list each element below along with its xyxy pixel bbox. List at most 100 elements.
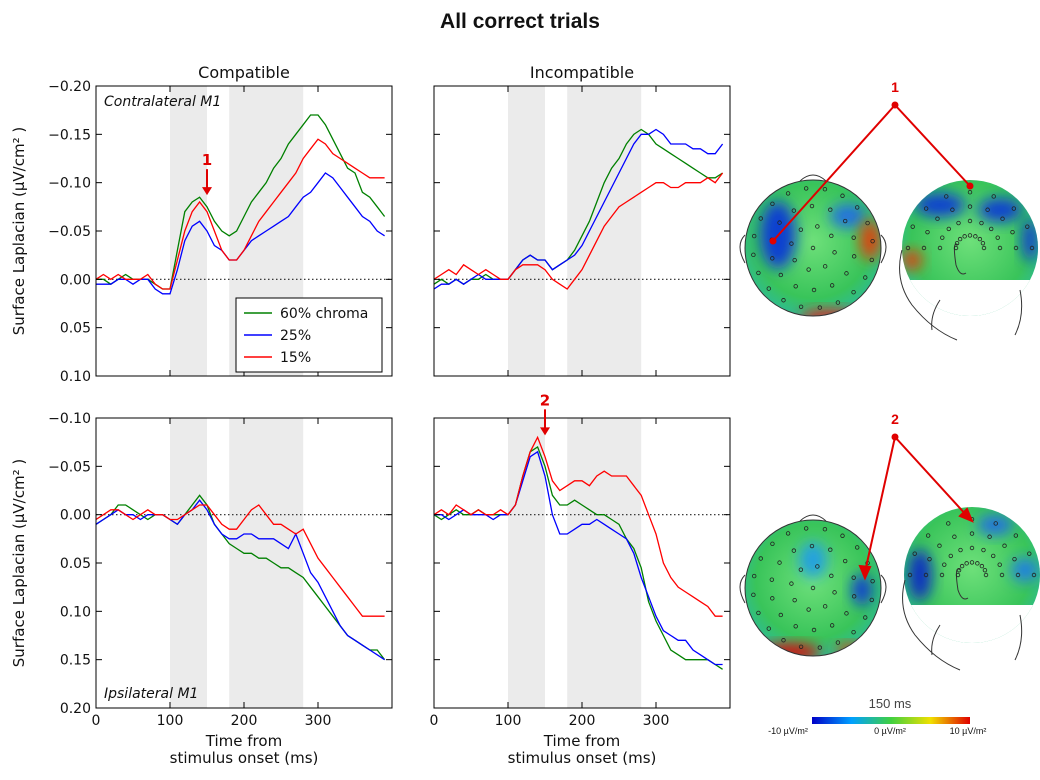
shaded-region (567, 418, 642, 708)
electrode (822, 526, 828, 532)
electrode (829, 573, 834, 579)
electrode (766, 286, 771, 291)
electrode (828, 547, 833, 552)
x-tick-label: 300 (643, 713, 670, 729)
electrode (822, 264, 828, 269)
electrode (840, 193, 845, 198)
electrode (981, 547, 986, 553)
electrode (956, 567, 962, 573)
electrode (851, 290, 856, 295)
legend-label: 25% (280, 328, 311, 344)
electrode (751, 233, 757, 239)
electrode (952, 534, 957, 539)
electrode (809, 543, 815, 549)
electrode (954, 240, 960, 246)
electrode (809, 203, 815, 209)
electrode (912, 551, 917, 556)
electrode (923, 206, 929, 211)
electrode (935, 216, 940, 221)
shaded-region (508, 86, 545, 376)
electrode (792, 257, 797, 263)
electrode (959, 563, 965, 569)
electrode (770, 541, 775, 546)
electrode (758, 556, 763, 561)
electrode (870, 238, 875, 244)
series-line (434, 172, 724, 290)
electrode (991, 194, 996, 199)
electrode (987, 534, 992, 539)
electrode (815, 224, 820, 229)
electrode (778, 272, 784, 278)
electrode (975, 561, 980, 566)
electrode (817, 645, 823, 650)
shaded-region (508, 418, 545, 708)
electrode (751, 252, 756, 258)
electrode (798, 644, 804, 650)
y-tick-label: 0.15 (60, 653, 91, 669)
topo-map (745, 180, 881, 316)
electrode (989, 226, 994, 232)
electrode (955, 572, 961, 578)
electrode (944, 194, 949, 199)
electrode (939, 572, 945, 578)
electrode (766, 626, 771, 631)
electrode (751, 592, 756, 598)
electrode (869, 597, 875, 603)
electrode (1010, 229, 1015, 235)
electrode (806, 607, 811, 612)
electrode (791, 548, 797, 553)
electrode (1027, 551, 1032, 556)
series-line (434, 128, 724, 290)
electrode (948, 553, 953, 559)
shaded-region (229, 418, 304, 708)
topo-arrows (769, 101, 974, 581)
electrode (983, 572, 989, 578)
y-tick-label: −0.20 (48, 79, 91, 95)
topo-map (904, 507, 1040, 643)
electrode (844, 271, 849, 276)
y-tick-label: 0.10 (60, 369, 91, 385)
x-axis-label: stimulus onset (ms) (508, 749, 657, 767)
y-tick-label: −0.10 (48, 411, 91, 427)
electrode (851, 630, 856, 635)
colorbar-label: 0 µV/m² (874, 726, 906, 736)
annotation-label: 2 (540, 391, 550, 409)
topo-label: 2 (891, 411, 899, 427)
electrode (806, 267, 811, 272)
y-tick-label: −0.10 (48, 176, 91, 192)
electrode (811, 287, 817, 293)
electrode (770, 256, 775, 261)
x-axis-label: stimulus onset (ms) (170, 749, 319, 767)
electrode (811, 627, 817, 633)
electrode (798, 567, 804, 572)
electrode (1011, 206, 1017, 211)
shaded-region (567, 86, 642, 376)
electrode (982, 567, 988, 573)
topo-time: 150 ms (869, 696, 912, 711)
electrode (1029, 245, 1035, 251)
electrode (829, 283, 835, 288)
electrode (844, 611, 849, 616)
electrode (958, 547, 963, 553)
electrode (967, 218, 973, 224)
y-axis-label: Surface Laplacian (μV/cm² ) (10, 127, 28, 335)
electrode (937, 543, 942, 548)
electrode (1015, 572, 1021, 578)
electrode (835, 640, 841, 645)
electrode (840, 533, 845, 538)
electrode (1002, 543, 1007, 548)
electrode (789, 241, 794, 246)
electrode (832, 250, 837, 255)
topo-label: 1 (891, 79, 899, 95)
shaded-region (170, 418, 207, 708)
electrode (756, 610, 761, 616)
electrode (1013, 245, 1019, 251)
electrode (950, 207, 955, 212)
y-tick-label: −0.05 (48, 459, 91, 475)
annotation-arrowhead (540, 427, 550, 436)
electrode (925, 229, 930, 235)
electrode (832, 590, 837, 595)
electrode (756, 270, 761, 276)
y-tick-label: 0.05 (60, 321, 91, 337)
